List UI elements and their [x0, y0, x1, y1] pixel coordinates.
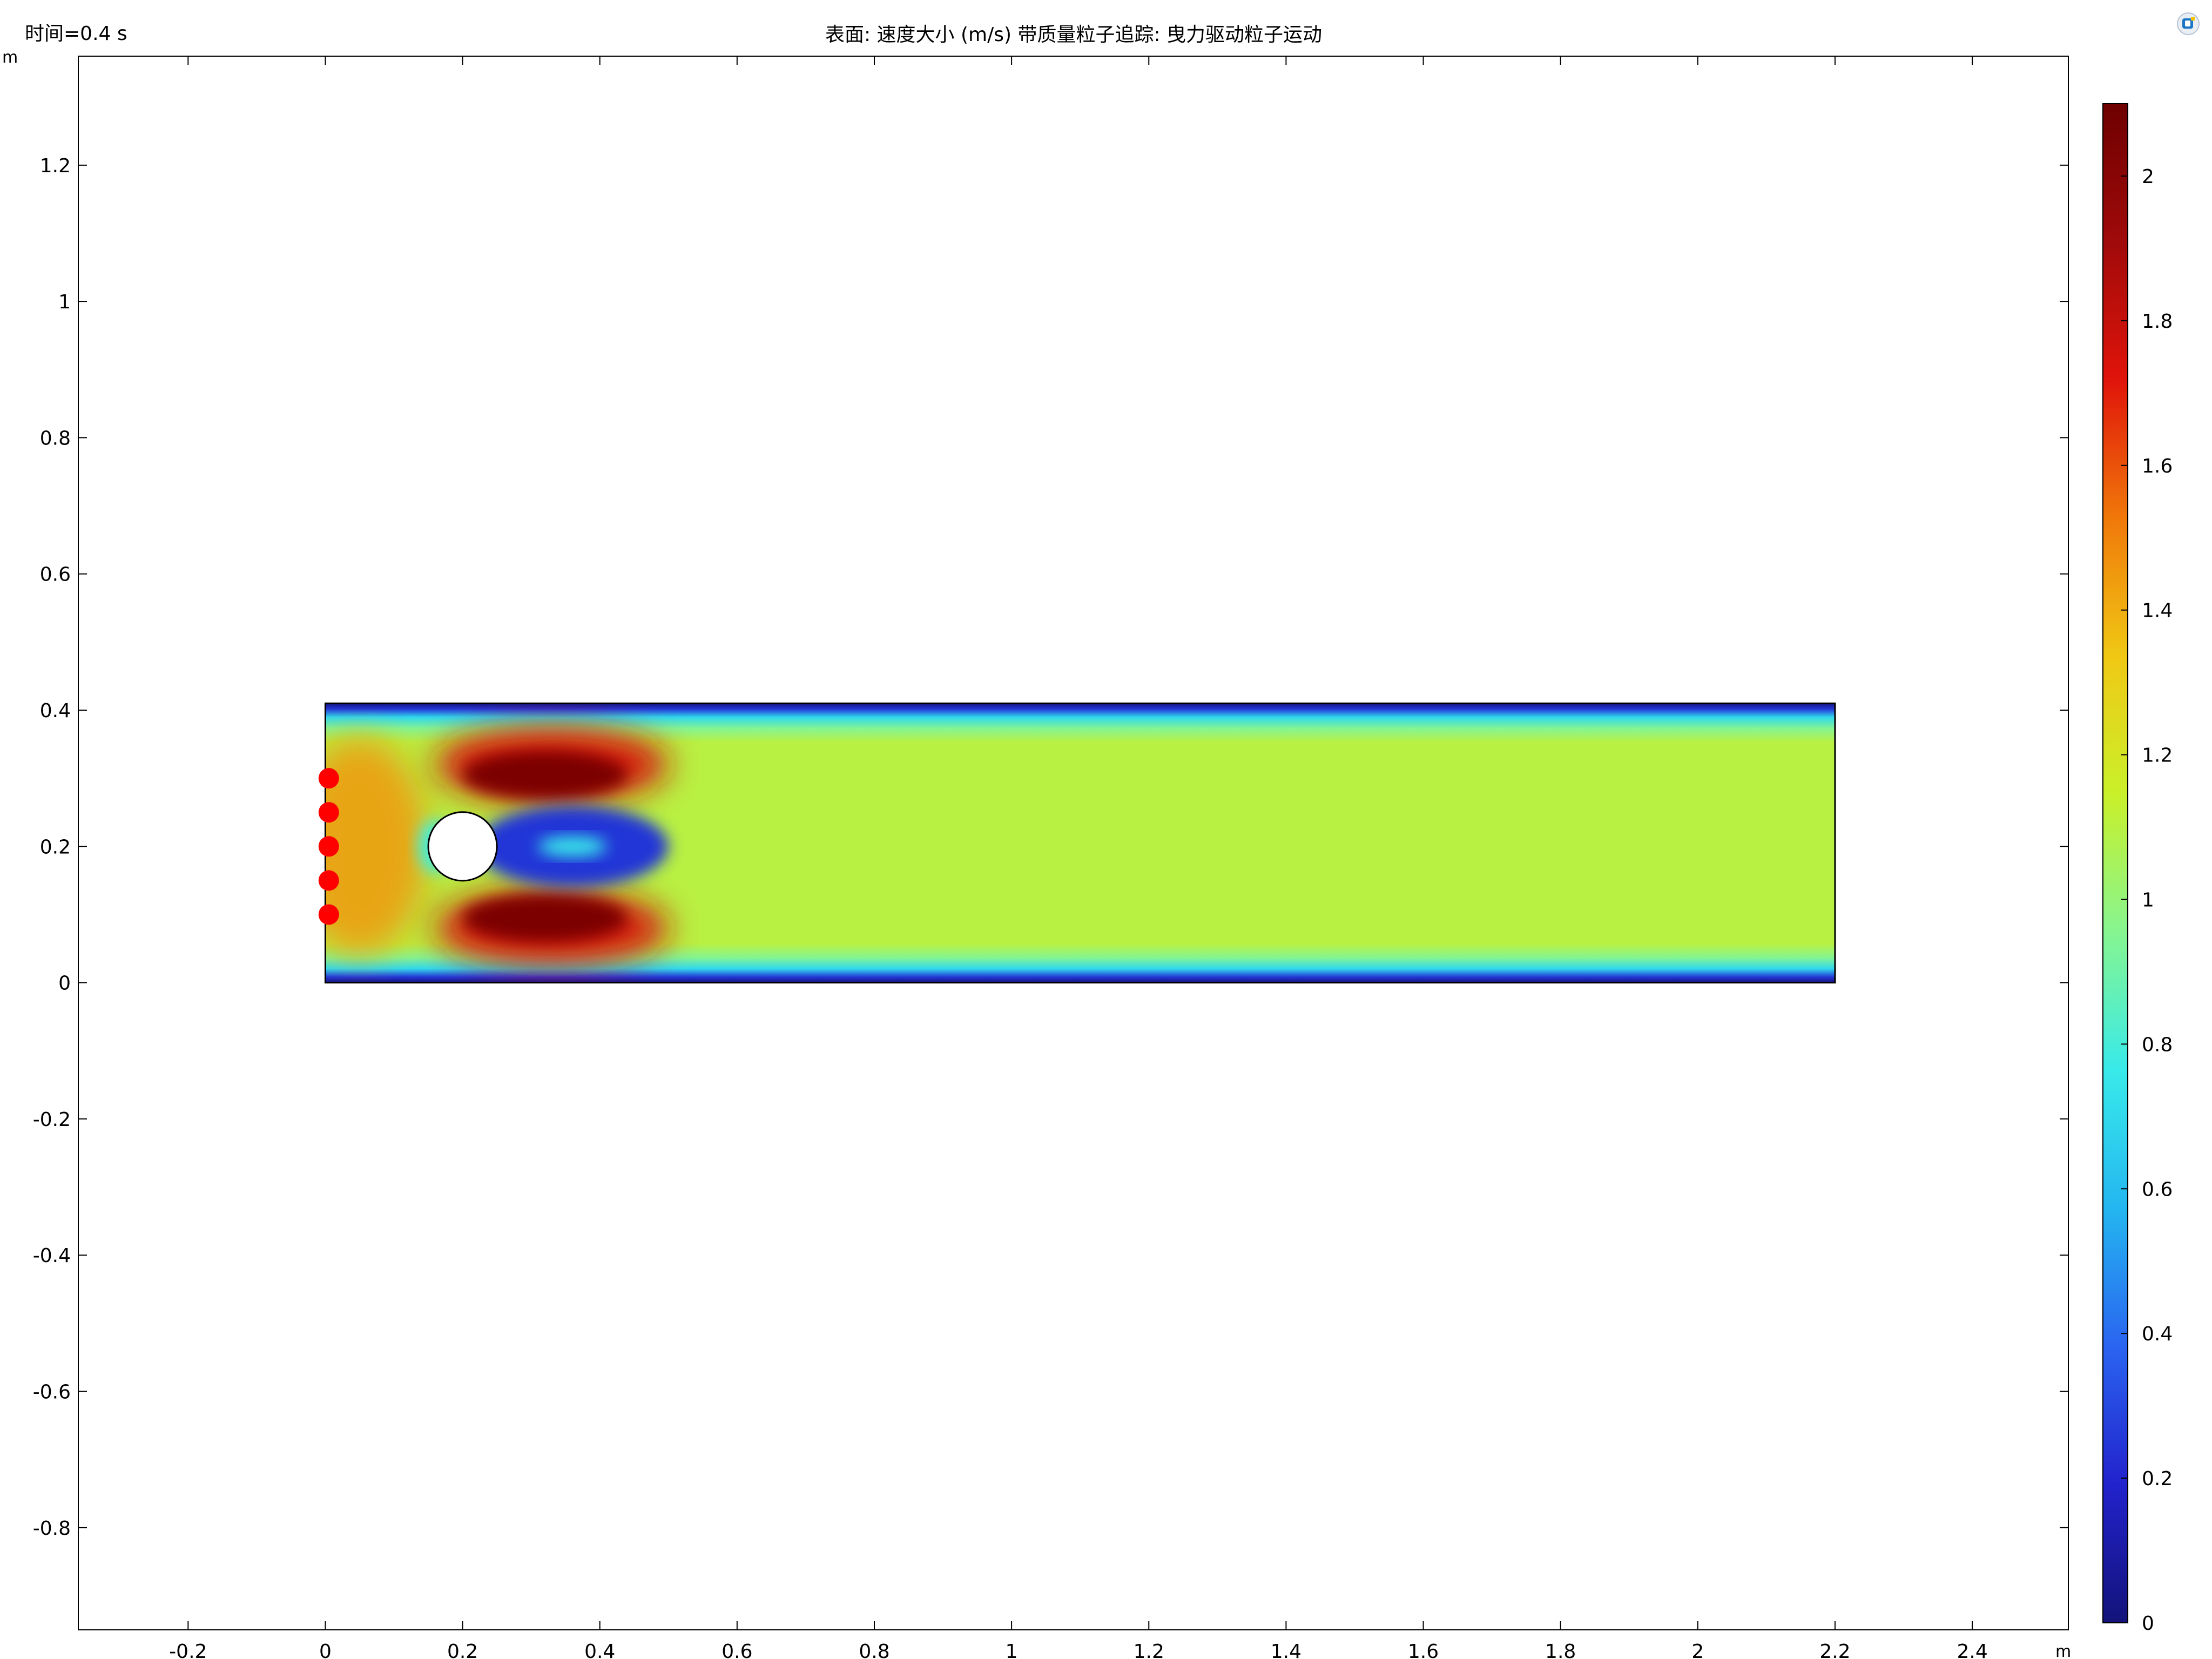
y-tick-label: -0.4 [33, 1245, 71, 1267]
colorbar-tick-label: 1 [2142, 889, 2154, 911]
colorbar [2102, 103, 2128, 1623]
particle-dot [318, 768, 339, 789]
flow-domain [325, 703, 1835, 983]
colorbar-tick-label: 0.4 [2142, 1323, 2173, 1345]
time-label: 时间=0.4 s [25, 23, 127, 45]
colorbar-ticks: 2 1.8 1.6 1.4 1.2 1 0.8 0.6 0.4 0.2 0 [2121, 166, 2173, 1635]
x-tick-label: 0 [319, 1641, 332, 1659]
x-tick-label: 1.6 [1408, 1641, 1439, 1659]
y-tick-label: 0.8 [40, 427, 71, 449]
colorbar-tick-label: 0.6 [2142, 1178, 2173, 1201]
x-tick-label: 0.4 [584, 1641, 615, 1659]
particle-dot [318, 802, 339, 823]
x-tick-label: 0.2 [447, 1641, 478, 1659]
x-tick-label: 2 [1691, 1641, 1704, 1659]
x-tick-label: -0.2 [169, 1641, 207, 1659]
colorbar-tick-label: 0 [2142, 1613, 2154, 1635]
y-tick-label: 1.2 [40, 155, 71, 177]
axes-frame [78, 56, 2069, 1630]
y-tick-label: 1 [58, 291, 71, 313]
x-tick-label: 1.4 [1271, 1641, 1301, 1659]
wake-core [538, 836, 607, 857]
x-tick-label: 2.4 [1957, 1641, 1987, 1659]
colorbar-tick-label: 1.4 [2142, 600, 2173, 622]
x-tick-label: 1.8 [1545, 1641, 1576, 1659]
y-tick-label: -0.6 [33, 1381, 71, 1403]
colorbar-tick-label: 2 [2142, 166, 2154, 188]
x-axis-unit: m [2055, 1642, 2071, 1659]
cylinder-obstacle [427, 811, 498, 882]
y-axis-unit: m [2, 48, 18, 67]
colorbar-tick-label: 1.6 [2142, 455, 2173, 477]
colorbar-tick-label: 1.2 [2142, 745, 2173, 767]
x-tick-label: 0.6 [721, 1641, 752, 1659]
y-tick-label: -0.2 [33, 1109, 71, 1131]
inlet-acceleration-zone [325, 737, 429, 956]
upper-jet-core [462, 751, 628, 799]
particles [318, 768, 339, 925]
particle-dot [318, 870, 339, 891]
y-tick-label: -0.8 [33, 1518, 71, 1540]
axis-ticks: -0.2 0 0.2 0.4 0.6 0.8 1 1.2 1.4 1.6 1.8 2 2.2 2.4 1.2… [33, 56, 2068, 1659]
plot-title: 表面: 速度大小 (m/s) 带质量粒子追踪: 曳力驱动粒子运动 [825, 24, 1322, 46]
x-tick-label: 2.2 [1819, 1641, 1850, 1659]
comsol-logo-icon [2177, 12, 2200, 35]
colorbar-tick-label: 0.8 [2142, 1034, 2173, 1056]
x-tick-label: 1 [1006, 1641, 1018, 1659]
y-tick-label: 0 [58, 973, 71, 995]
y-tick-label: 0.2 [40, 836, 71, 858]
particle-dot [318, 904, 339, 925]
y-tick-label: 0.6 [40, 564, 71, 586]
y-tick-label: 0.4 [40, 700, 71, 722]
particle-dot [318, 836, 339, 857]
colorbar-tick-label: 1.8 [2142, 311, 2173, 333]
lower-jet-core [462, 894, 628, 942]
x-tick-label: 1.2 [1134, 1641, 1164, 1659]
colorbar-tick-label: 0.2 [2142, 1468, 2173, 1490]
x-tick-label: 0.8 [859, 1641, 889, 1659]
